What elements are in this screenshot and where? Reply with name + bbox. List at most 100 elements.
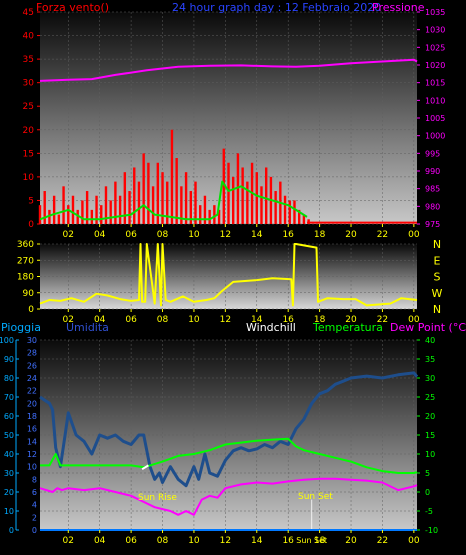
pressure-tick-label: 1015	[425, 79, 445, 88]
direction-time-tick-label: 02	[63, 315, 74, 325]
direction-series	[39, 243, 418, 307]
rain-tick-label: 100	[0, 336, 14, 345]
direction-line	[39, 243, 418, 307]
temp-time-tick-label: 16	[282, 536, 294, 546]
temp-tick-label: -5	[425, 507, 433, 516]
wind-time-tick-label: 06	[125, 230, 137, 240]
wind-time-tick-label: 16	[282, 230, 294, 240]
direction-tick-label: 360	[17, 240, 34, 250]
rain-tick-label: 70	[4, 393, 14, 402]
direction-tick-label: 90	[23, 289, 35, 299]
wind-tick-label: 30	[23, 79, 35, 89]
humidity-tick-label: 4	[32, 501, 37, 510]
pressure-tick-label: 1010	[425, 96, 445, 105]
humidity-tick-label: 0	[32, 526, 37, 535]
compass-label: W	[432, 287, 443, 300]
sunset-tick-label: Sun Set	[296, 536, 327, 545]
humidity-tick-label: 22	[27, 387, 37, 396]
wind-time-tick-label: 00	[408, 230, 420, 240]
temp-time-tick-label: 12	[220, 536, 231, 546]
temp-time-tick-label: 08	[157, 536, 169, 546]
wind-time-tick-label: 04	[94, 230, 106, 240]
sunrise-annotation: Sun Rise	[138, 493, 177, 503]
pressure-tick-label: 1030	[425, 26, 445, 35]
rain-tick-label: 60	[4, 412, 14, 421]
direction-tick-label: 0	[28, 305, 34, 315]
humidity-tick-label: 14	[27, 437, 37, 446]
humidity-tick-label: 20	[27, 399, 37, 408]
rain-tick-label: 30	[4, 469, 14, 478]
direction-time-tick-label: 00	[408, 315, 420, 325]
wind-tick-label: 25	[23, 102, 34, 112]
humidity-tick-label: 24	[27, 374, 37, 383]
pressure-tick-label: 980	[425, 202, 440, 211]
wind-time-tick-label: 14	[251, 230, 263, 240]
direction-time-tick-label: 20	[345, 315, 357, 325]
pressure-tick-label: 990	[425, 167, 440, 176]
temp-humidity-series	[39, 371, 419, 531]
direction-time-tick-label: 08	[157, 315, 169, 325]
temp-time-tick-label: 00	[408, 536, 420, 546]
wind-time-tick-label: 02	[63, 230, 74, 240]
wind-tick-label: 10	[23, 173, 35, 183]
wind-pressure-axes: 0510152025303540459759809859909951000100…	[23, 8, 446, 240]
temp-time-tick-label: 10	[188, 536, 200, 546]
direction-time-tick-label: 10	[188, 315, 200, 325]
pressure-tick-label: 985	[425, 185, 440, 194]
windchill-line	[141, 464, 149, 471]
windchill-legend-label: Windchill	[246, 321, 296, 334]
wind-tick-label: 20	[23, 126, 35, 136]
temp-tick-label: 35	[425, 355, 435, 364]
direction-time-tick-label: 06	[125, 315, 137, 325]
pressure-tick-label: 1035	[425, 8, 445, 17]
rain-tick-label: 0	[9, 526, 14, 535]
wind-tick-label: 5	[28, 196, 34, 206]
compass-label: S	[434, 271, 441, 284]
wind-tick-label: 15	[23, 149, 34, 159]
wind-tick-label: 0	[28, 220, 34, 230]
dewpoint-line	[39, 477, 418, 516]
compass-label: N	[433, 303, 441, 316]
pressure-tick-label: 1025	[425, 43, 445, 52]
humidity-tick-label: 12	[27, 450, 37, 459]
temp-tick-label: 5	[425, 469, 430, 478]
humidity-tick-label: 8	[32, 475, 37, 484]
temp-time-tick-label: 22	[377, 536, 388, 546]
direction-time-tick-label: 16	[282, 315, 294, 325]
rain-tick-label: 10	[4, 507, 14, 516]
pressure-line	[39, 58, 418, 82]
wind-time-tick-label: 12	[220, 230, 231, 240]
direction-time-tick-label: 04	[94, 315, 106, 325]
humidity-tick-label: 2	[32, 513, 37, 522]
temp-time-tick-label: 06	[125, 536, 137, 546]
pressure-axis-label: Pressione	[372, 1, 425, 14]
sunset-annotation: Sun Set	[298, 492, 333, 502]
direction-time-tick-label: 14	[251, 315, 263, 325]
temp-tick-label: 30	[425, 374, 435, 383]
humidity-tick-label: 6	[32, 488, 37, 497]
temp-time-tick-label: 18	[314, 536, 326, 546]
temperature-line	[40, 437, 418, 474]
rain-axis-label: Pioggia	[1, 321, 41, 334]
wind-time-tick-label: 22	[377, 230, 388, 240]
wind-time-tick-label: 10	[188, 230, 200, 240]
direction-time-tick-label: 12	[220, 315, 231, 325]
chart-title: 24 hour graph day : 12 Febbraio 2020	[172, 1, 381, 14]
direction-grid	[40, 243, 417, 310]
temp-humidity-axes: 0102030405060708090100024681012141618202…	[0, 336, 438, 546]
rain-tick-label: 20	[4, 488, 14, 497]
rain-tick-label: 50	[4, 431, 14, 440]
temp-time-tick-label: 14	[251, 536, 263, 546]
direction-tick-label: 180	[17, 273, 34, 283]
wind-pressure-series	[38, 58, 418, 224]
temp-tick-label: 25	[425, 393, 435, 402]
humidity-tick-label: 18	[27, 412, 37, 421]
pressure-tick-label: 975	[425, 220, 440, 229]
direction-time-tick-label: 18	[314, 315, 326, 325]
temp-tick-label: 20	[425, 412, 435, 421]
temp-time-tick-label: 20	[345, 536, 357, 546]
wind-axis-label: Forza vento()	[36, 1, 109, 14]
temp-tick-label: 40	[425, 336, 435, 345]
